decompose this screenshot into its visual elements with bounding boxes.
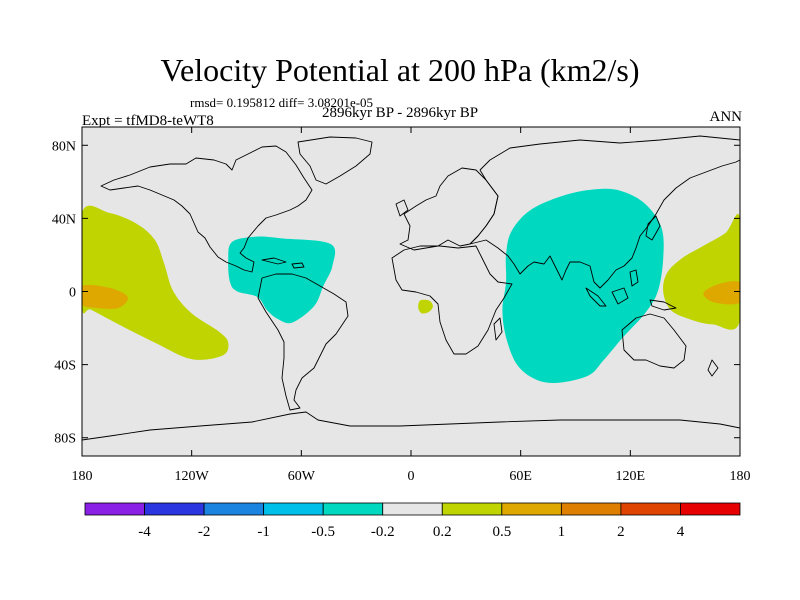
colorbar-swatch — [263, 502, 324, 516]
colorbar-swatch — [501, 502, 562, 516]
coast-asia — [469, 135, 740, 289]
season-label: ANN — [709, 109, 743, 125]
contour-gulf-of-guinea-positive — [418, 299, 433, 314]
x-tick-label: 180 — [72, 469, 93, 484]
colorbar-swatch — [620, 502, 681, 516]
coast-sumatra — [585, 287, 607, 307]
colorbar-label: -1 — [257, 524, 270, 540]
colorbar-label: 1 — [558, 524, 566, 540]
x-tick-label: 180 — [730, 469, 751, 484]
x-tick-label: 0 — [408, 469, 415, 484]
coast-antarctica — [82, 411, 740, 441]
colorbar-label: 2 — [617, 524, 625, 540]
colorbar-label: -0.2 — [371, 524, 395, 540]
colorbar-label: -2 — [198, 524, 211, 540]
x-tick-label: 120W — [175, 469, 210, 484]
colorbar-swatch — [382, 502, 443, 516]
coast-madagascar — [493, 317, 503, 341]
coast-borneo — [611, 287, 629, 305]
statistics-subtitle: rmsd= 0.195812 diff= 3.08201e-05 — [190, 95, 374, 110]
colorbar: -4 -2 -1 -0.5 -0.2 0.2 0.5 1 2 4 — [84, 502, 741, 540]
coast-south-america — [257, 273, 349, 411]
colorbar-swatch — [441, 502, 503, 516]
contour-western-pacific-core — [703, 281, 740, 305]
contour-central-pacific-core — [82, 284, 128, 309]
x-tick-label: 60E — [509, 469, 532, 484]
colorbar-swatch — [144, 502, 205, 516]
experiment-label: Expt = tfMD8-teWT8 — [82, 113, 214, 129]
period-label: 2896kyr BP - 2896kyr BP — [321, 105, 479, 121]
coast-north-america — [100, 145, 313, 273]
colorbar-label: 0.2 — [433, 524, 452, 540]
y-tick-label: 40S — [54, 359, 76, 374]
map-title: Velocity Potential at 200 hPa (km2/s) — [160, 52, 640, 88]
y-tick-label: 40N — [52, 212, 76, 227]
colorbar-label: 0.5 — [492, 524, 511, 540]
coast-japan — [645, 215, 661, 241]
y-tick-label: 0 — [69, 286, 76, 301]
coast-cuba — [261, 257, 287, 265]
x-tick-label: 120E — [616, 469, 646, 484]
colorbar-swatch — [84, 502, 145, 516]
coast-new-zealand — [707, 359, 719, 377]
coastlines — [82, 135, 740, 441]
coast-british-isles — [395, 199, 409, 217]
coast-australia — [621, 313, 687, 369]
coast-philippines — [629, 269, 639, 287]
coast-greenland — [297, 136, 373, 185]
contour-fills — [82, 188, 740, 384]
colorbar-label: 4 — [677, 524, 685, 540]
colorbar-label: -0.5 — [311, 524, 335, 540]
coast-new-guinea — [649, 299, 677, 311]
contour-indian-ocean-asia-negative — [502, 188, 664, 384]
axes: 180 120W 60W 0 60E 120E 180 80N 40N 0 40S 80S — [52, 127, 751, 484]
colorbar-swatch — [560, 502, 622, 516]
y-tick-label: 80N — [52, 139, 76, 154]
colorbar-swatch — [203, 502, 265, 516]
contour-tropical-america-negative — [228, 236, 336, 324]
coast-hispaniola — [291, 262, 305, 269]
colorbar-swatch — [680, 502, 741, 516]
y-tick-label: 80S — [54, 432, 76, 447]
colorbar-swatch — [322, 502, 384, 516]
x-tick-label: 60W — [288, 469, 316, 484]
colorbar-label: -4 — [138, 524, 151, 540]
contour-central-pacific-positive — [82, 205, 229, 360]
coast-africa — [391, 245, 513, 355]
